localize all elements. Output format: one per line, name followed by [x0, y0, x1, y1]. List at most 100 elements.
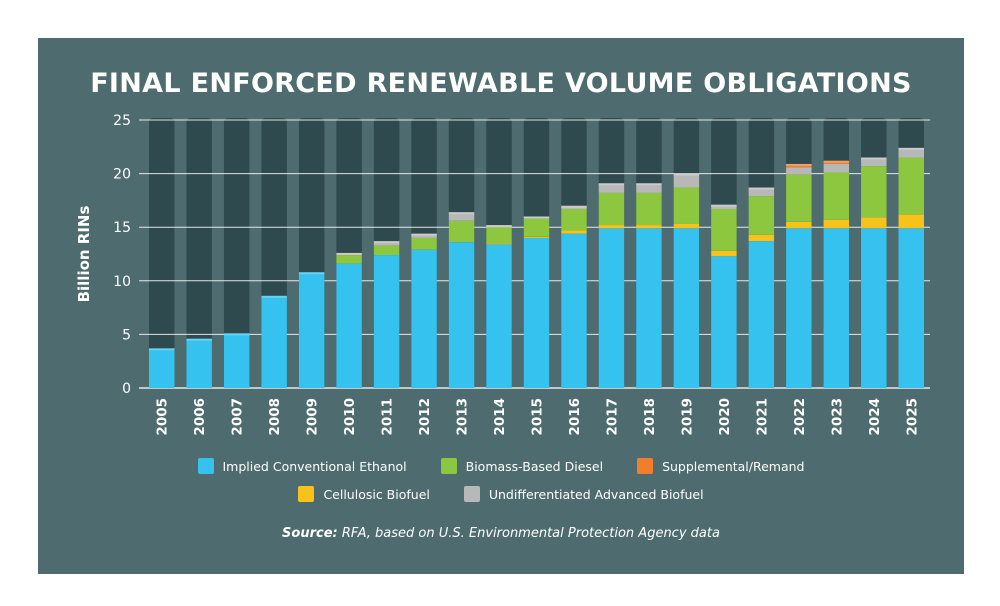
column-bg-2005: [148, 118, 175, 388]
column-bg-2006: [186, 118, 212, 388]
bar-biomass-based-diesel-2011: [373, 245, 400, 256]
bar-undifferentiated-advanced-biofuel-2019: [673, 173, 700, 188]
bar-undifferentiated-advanced-biofuel-2022: [786, 167, 812, 175]
legend-item-cellulosic: Cellulosic Biofuel: [298, 486, 430, 502]
bar-top-highlight-2008: [261, 295, 287, 298]
bar-undifferentiated-advanced-biofuel-2017: [598, 183, 625, 193]
bar-top-highlight-2017: [598, 183, 625, 186]
bar-top-highlight-2025: [898, 147, 925, 150]
bar-implied-conventional-ethanol-2019: [673, 228, 700, 388]
bar-implied-conventional-ethanol-2007: [223, 333, 250, 388]
legend-swatch-supplemental: [637, 458, 654, 474]
x-tick-label-2021: 2021: [754, 398, 770, 436]
bar-top-highlight-2019: [673, 173, 700, 176]
legend-swatch-cellulosic: [298, 486, 315, 502]
bar-cellulosic-biofuel-2022: [786, 221, 812, 229]
bar-top-highlight-2006: [186, 338, 212, 341]
bar-implied-conventional-ethanol-2005: [148, 348, 175, 388]
bar-implied-conventional-ethanol-2015: [523, 237, 550, 388]
x-tick-label-2006: 2006: [192, 398, 208, 436]
bar-top-highlight-2014: [486, 225, 512, 228]
legend-label-cellulosic: Cellulosic Biofuel: [323, 486, 430, 502]
bar-supplemental-remand-2023: [823, 160, 850, 164]
bar-implied-conventional-ethanol-2006: [186, 338, 212, 388]
bar-biomass-based-diesel-2010: [336, 255, 362, 264]
bar-undifferentiated-advanced-biofuel-2016: [561, 205, 587, 209]
x-tick-label-2010: 2010: [342, 398, 358, 436]
chart-panel: FINAL ENFORCED RENEWABLE VOLUME OBLIGATI…: [38, 38, 964, 574]
bar-top-highlight-2022: [786, 163, 812, 166]
y-tick-label: 20: [113, 167, 131, 183]
bar-cellulosic-biofuel-2021: [748, 234, 775, 242]
chart-legend: Implied Conventional Ethanol Biomass-Bas…: [38, 458, 964, 514]
bar-cellulosic-biofuel-2016: [561, 230, 587, 234]
bar-top-highlight-2005: [148, 348, 175, 351]
x-tick-label-2015: 2015: [530, 398, 546, 436]
bar-cellulosic-biofuel-2020: [711, 250, 737, 257]
bar-biomass-based-diesel-2017: [598, 192, 625, 226]
x-tick-label-2019: 2019: [679, 398, 695, 436]
legend-label-supplemental: Supplemental/Remand: [662, 458, 805, 474]
bar-biomass-based-diesel-2020: [711, 208, 737, 251]
bar-biomass-based-diesel-2022: [786, 174, 812, 222]
bar-biomass-based-diesel-2012: [411, 237, 437, 250]
bar-implied-conventional-ethanol-2022: [786, 228, 812, 388]
bar-cellulosic-biofuel-2025: [898, 214, 925, 229]
bar-top-highlight-2024: [861, 157, 887, 160]
legend-label-ethanol: Implied Conventional Ethanol: [222, 458, 407, 474]
bar-biomass-based-diesel-2016: [561, 208, 587, 231]
bar-implied-conventional-ethanol-2009: [298, 272, 325, 388]
bar-biomass-based-diesel-2015: [523, 218, 550, 237]
bar-biomass-based-diesel-2025: [898, 157, 925, 215]
bar-implied-conventional-ethanol-2013: [448, 242, 475, 388]
bar-implied-conventional-ethanol-2021: [748, 241, 775, 388]
bar-top-highlight-2013: [448, 212, 475, 215]
bar-undifferentiated-advanced-biofuel-2023: [823, 163, 850, 173]
bar-top-highlight-2018: [636, 183, 662, 186]
legend-label-undifferentiated: Undifferentiated Advanced Biofuel: [488, 486, 704, 502]
bar-undifferentiated-advanced-biofuel-2014: [486, 225, 512, 228]
bar-implied-conventional-ethanol-2017: [598, 228, 625, 388]
column-bg-2007: [223, 118, 250, 388]
bar-implied-conventional-ethanol-2025: [898, 228, 925, 388]
bar-top-highlight-2011: [373, 241, 400, 244]
bar-undifferentiated-advanced-biofuel-2013: [448, 212, 475, 221]
bar-biomass-based-diesel-2019: [673, 187, 700, 224]
bar-top-highlight-2023: [823, 160, 850, 163]
x-tick-label-2023: 2023: [829, 398, 845, 436]
bar-undifferentiated-advanced-biofuel-2020: [711, 204, 737, 209]
legend-swatch-ethanol: [197, 458, 214, 474]
x-tick-label-2005: 2005: [155, 398, 171, 436]
bar-cellulosic-biofuel-2024: [861, 217, 887, 229]
x-tick-label-2020: 2020: [717, 398, 733, 436]
bar-implied-conventional-ethanol-2010: [336, 263, 362, 388]
y-axis-label: Billion RINs: [75, 206, 93, 303]
y-tick-label: 15: [113, 220, 131, 236]
legend-row-1: Implied Conventional Ethanol Biomass-Bas…: [38, 458, 964, 474]
x-tick-label-2017: 2017: [604, 398, 620, 436]
legend-row-2: Cellulosic Biofuel Undifferentiated Adva…: [38, 486, 964, 502]
bar-cellulosic-biofuel-2023: [823, 219, 850, 229]
bar-supplemental-remand-2022: [786, 163, 812, 168]
x-tick-label-2009: 2009: [305, 398, 321, 436]
bar-implied-conventional-ethanol-2016: [561, 233, 587, 388]
legend-swatch-biodiesel: [440, 458, 457, 474]
x-tick-label-2012: 2012: [417, 398, 433, 436]
bar-implied-conventional-ethanol-2024: [861, 228, 887, 388]
bar-undifferentiated-advanced-biofuel-2025: [898, 147, 925, 158]
bar-cellulosic-biofuel-2015: [523, 236, 550, 238]
bar-cellulosic-biofuel-2017: [598, 225, 625, 229]
legend-item-biodiesel: Biomass-Based Diesel: [440, 458, 604, 474]
y-tick-label: 5: [122, 327, 131, 343]
bar-implied-conventional-ethanol-2008: [261, 295, 287, 388]
legend-label-biodiesel: Biomass-Based Diesel: [465, 458, 604, 474]
bar-implied-conventional-ethanol-2023: [823, 228, 850, 388]
bar-cellulosic-biofuel-2019: [673, 223, 700, 229]
bar-undifferentiated-advanced-biofuel-2024: [861, 157, 887, 167]
bar-top-highlight-2012: [411, 233, 437, 236]
legend-swatch-undifferentiated: [463, 486, 480, 502]
legend-item-undifferentiated: Undifferentiated Advanced Biofuel: [463, 486, 704, 502]
source-note: Source: RFA, based on U.S. Environmental…: [38, 526, 964, 541]
bar-undifferentiated-advanced-biofuel-2018: [636, 183, 662, 193]
